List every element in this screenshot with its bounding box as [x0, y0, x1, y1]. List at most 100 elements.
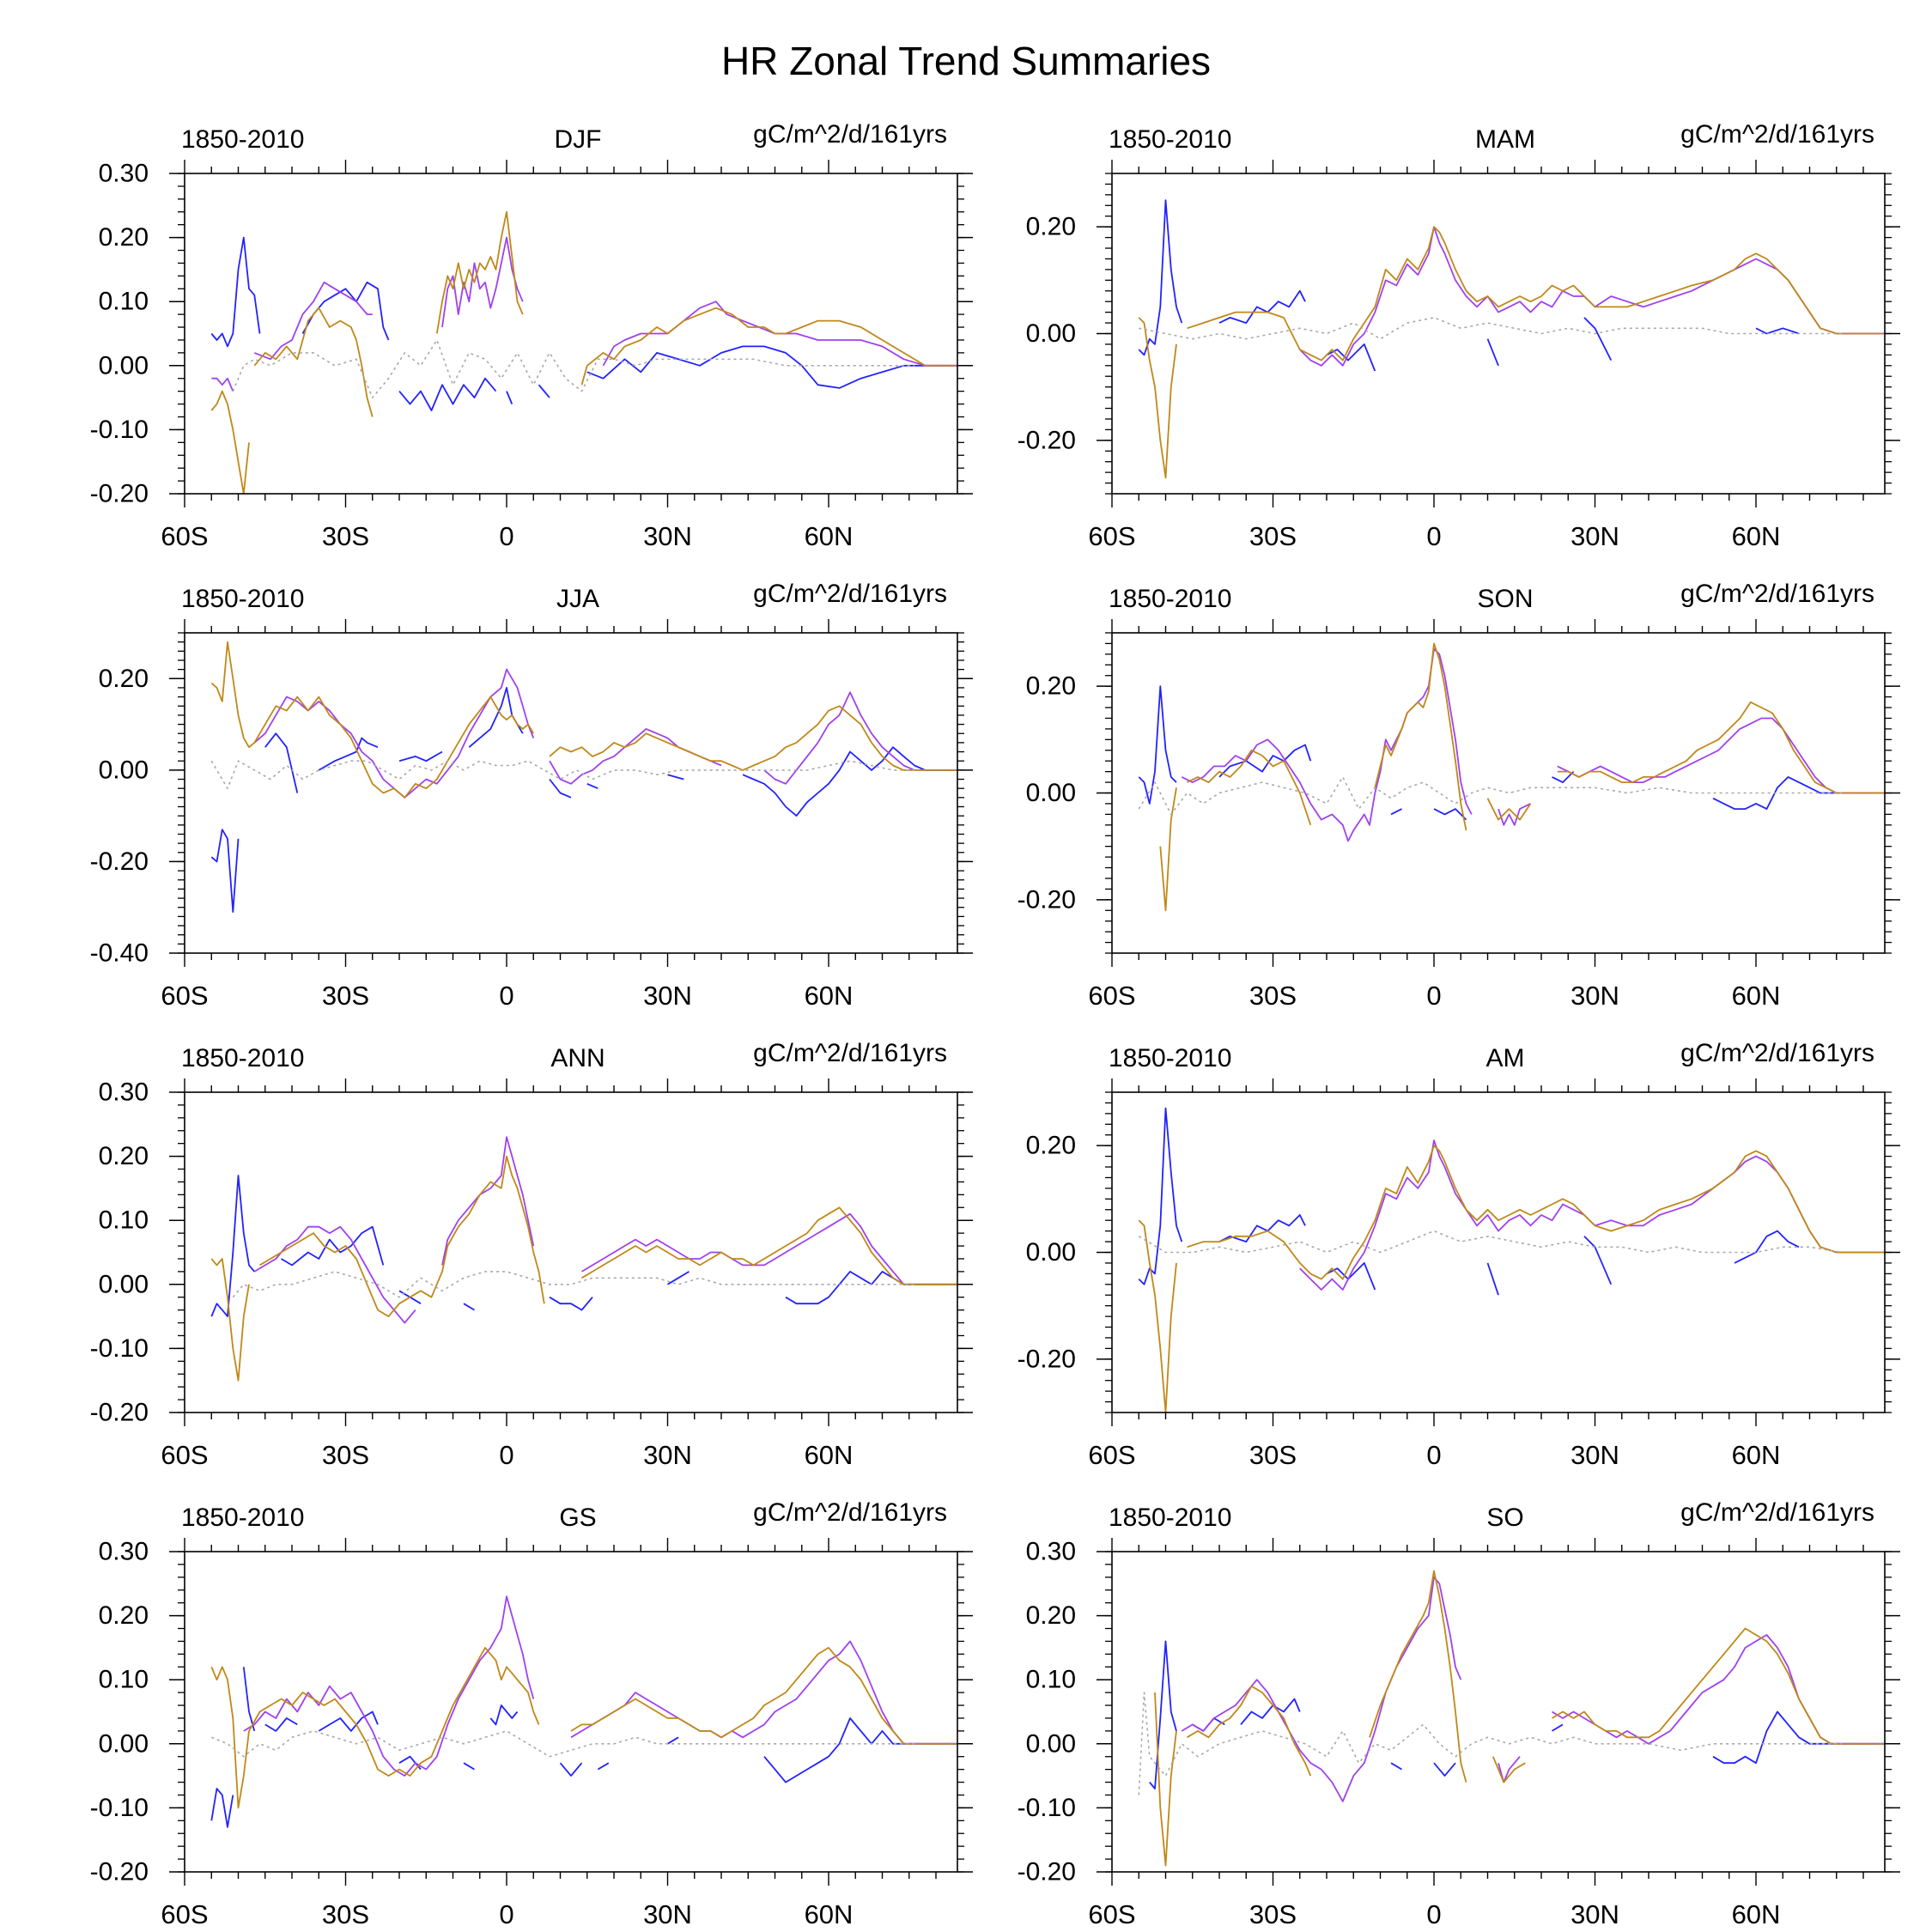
y-tick-label: 0.20 — [99, 1142, 149, 1170]
period-label: 1850-2010 — [181, 1504, 304, 1532]
x-tick-label: 60S — [1088, 1440, 1135, 1470]
x-tick-label: 30N — [1571, 1899, 1619, 1929]
y-tick-label: -0.20 — [90, 480, 149, 508]
series-segment — [1138, 199, 1183, 356]
panel-gs: 1850-2010 GS gC/m^2/d/161yrs 60S 30S 0 30N 60N 0… — [90, 1498, 973, 1929]
series-segment — [1552, 770, 1575, 783]
series-segment — [253, 668, 535, 799]
series-segment — [1154, 1692, 1177, 1867]
series-line-dotted — [1139, 317, 1842, 340]
season-title: SO — [1486, 1504, 1523, 1532]
x-tick-label: 60N — [805, 981, 854, 1011]
series-segment — [549, 1296, 593, 1311]
season-title: MAM — [1475, 125, 1535, 154]
series-segment — [586, 782, 598, 790]
x-tick-label: 60S — [161, 981, 208, 1011]
season-title: SON — [1477, 585, 1533, 613]
units-label: gC/m^2/d/161yrs — [1680, 1039, 1874, 1067]
series-segment — [1552, 1627, 1885, 1745]
y-tick-label: 0.10 — [99, 288, 149, 316]
series-line-dotted — [232, 1271, 914, 1298]
y-tick-label: -0.10 — [1018, 1794, 1076, 1822]
y-tick-label: 0.20 — [99, 223, 149, 252]
series-segment — [1181, 1576, 1462, 1802]
period-label: 1850-2010 — [1109, 1504, 1231, 1532]
units-label: gC/m^2/d/161yrs — [1680, 1498, 1874, 1527]
y-tick-label: 0.20 — [99, 665, 149, 693]
y-tick-label: -0.10 — [90, 1794, 149, 1822]
series-segment — [549, 778, 572, 799]
y-tick-label: 0.10 — [99, 1666, 149, 1694]
panel-ann: 1850-2010 ANN gC/m^2/d/161yrs 60S 30S 0 30N 60N… — [90, 1039, 973, 1470]
series-segment — [211, 377, 234, 392]
series-segment — [1486, 798, 1532, 821]
y-tick-label: -0.20 — [1018, 426, 1076, 454]
x-tick-label: 30S — [1249, 1440, 1297, 1470]
period-label: 1850-2010 — [181, 1044, 304, 1072]
plot-frame — [184, 1091, 958, 1413]
series-segment — [1187, 749, 1312, 826]
x-tick-label: 0 — [1426, 1440, 1441, 1470]
series-segment — [1218, 289, 1306, 324]
x-tick-label: 30S — [322, 1440, 369, 1470]
series-segment — [264, 1717, 298, 1732]
plot-frame — [184, 1551, 958, 1873]
y-tick-label: 0.00 — [99, 1270, 149, 1298]
series-segment — [253, 281, 373, 361]
y-tick-label: 0.00 — [99, 756, 149, 784]
series-segment — [1557, 701, 1885, 794]
series-segment — [281, 1225, 385, 1267]
series-segment — [1498, 1756, 1521, 1783]
x-tick-label: 60S — [161, 1440, 208, 1470]
x-tick-label: 30S — [322, 1899, 369, 1929]
x-tick-label: 30S — [322, 521, 369, 551]
series-segment — [1149, 1640, 1177, 1789]
x-tick-label: 0 — [499, 1899, 513, 1929]
series-segment — [1138, 685, 1177, 805]
series-segment — [211, 1730, 914, 1758]
series-line-purple — [253, 668, 957, 799]
y-tick-label: 0.20 — [1026, 213, 1076, 241]
series-segment — [253, 1225, 416, 1324]
panel-djf: 1850-2010 DJF gC/m^2/d/161yrs 60S 30S 0 30N 60N… — [90, 120, 973, 551]
series-segment — [580, 307, 957, 386]
x-tick-label: 30N — [1571, 521, 1619, 551]
series-segment — [210, 829, 240, 913]
season-title: JJA — [556, 585, 599, 613]
series-segment — [559, 1762, 583, 1777]
figure-title: HR Zonal Trend Summaries — [720, 39, 1212, 83]
series-segment — [1159, 787, 1177, 912]
series-line-gold — [1154, 1570, 1885, 1867]
series-line-dotted — [1138, 1230, 1843, 1254]
series-line-blue — [1138, 1107, 1800, 1296]
series-segment — [1187, 226, 1885, 361]
series-segment — [210, 1788, 234, 1828]
series-segment — [1712, 776, 1885, 810]
y-tick-label: 0.30 — [99, 1078, 149, 1107]
series-segment — [570, 1640, 957, 1745]
series-segment — [435, 210, 524, 334]
series-segment — [1374, 642, 1467, 831]
panel-jja: 1850-2010 JJA gC/m^2/d/161yrs 60S 30S 0 30N 60N… — [90, 580, 973, 1011]
series-line-purple — [1299, 226, 1885, 367]
series-segment — [232, 339, 914, 398]
x-tick-label: 60N — [805, 521, 854, 551]
panel-so: 1850-2010 SO gC/m^2/d/161yrs 60S 30S 0 30N 60N 0… — [1018, 1498, 1900, 1929]
y-tick-label: 0.30 — [99, 1538, 149, 1566]
period-label: 1850-2010 — [181, 125, 304, 154]
series-segment — [1326, 1262, 1376, 1291]
series-segment — [667, 1736, 679, 1745]
y-tick-label: 0.00 — [99, 351, 149, 380]
series-line-blue — [1149, 1640, 1885, 1789]
units-label: gC/m^2/d/161yrs — [1680, 580, 1874, 608]
x-tick-label: 60N — [1732, 1899, 1781, 1929]
y-tick-label: 0.00 — [1026, 779, 1076, 807]
series-segment — [1181, 647, 1473, 842]
series-segment — [1552, 1634, 1885, 1745]
series-segment — [1138, 317, 1177, 479]
x-tick-label: 60S — [1088, 521, 1135, 551]
series-line-gold — [1138, 1145, 1885, 1413]
plot-area — [210, 641, 957, 913]
x-tick-label: 60N — [805, 1899, 854, 1929]
